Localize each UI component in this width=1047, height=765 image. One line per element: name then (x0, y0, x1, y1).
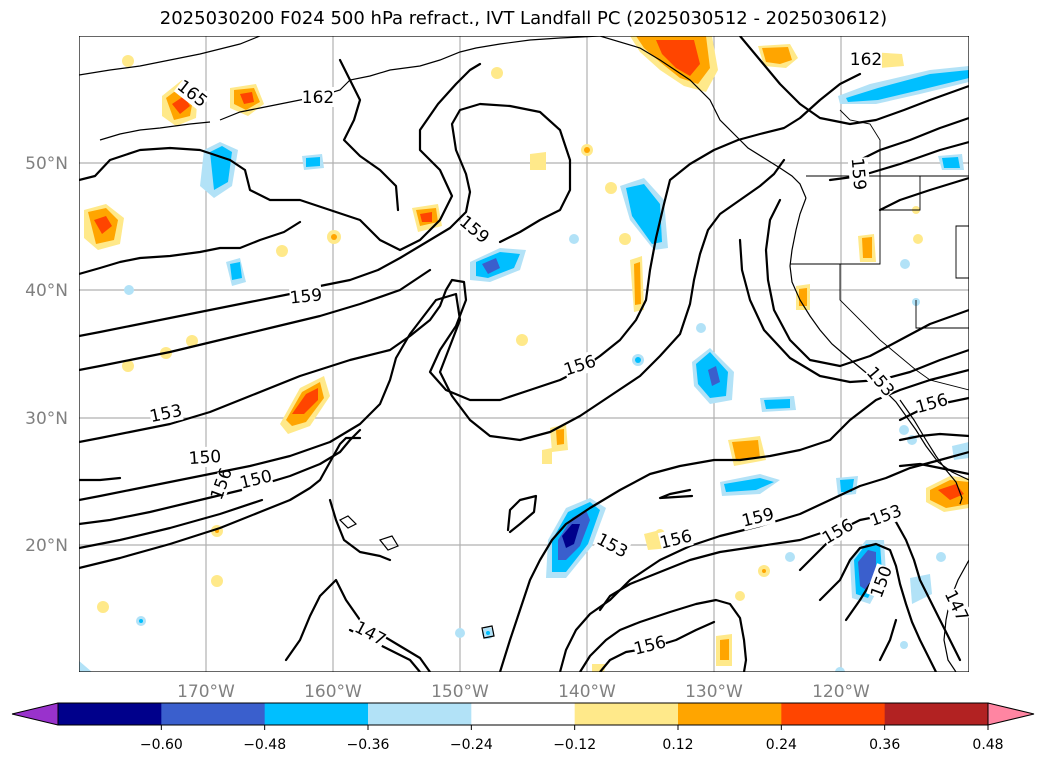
colorbar-tick-label: −0.24 (450, 737, 493, 753)
colorbar-tick-label: −0.12 (553, 737, 596, 753)
contour-label: 153 (148, 401, 184, 427)
longitude-axis: 170°W 160°W 150°W 140°W 130°W 120°W (177, 682, 870, 702)
borders (790, 109, 969, 391)
lon-label: 150°W (431, 682, 489, 702)
colorbar-outline (11, 702, 1035, 726)
contour-label: 150 (238, 466, 274, 493)
contour-label: 150 (188, 447, 222, 469)
colorbar-extend-high (988, 703, 1034, 725)
ivt-shading (79, 36, 969, 672)
contour-label: 159 (740, 504, 776, 531)
colorbar-tick-label: −0.48 (243, 737, 286, 753)
colorbar-tick-label: −0.60 (140, 737, 183, 753)
map-title: 2025030200 F024 500 hPa refract., IVT La… (159, 8, 888, 29)
lon-label: 140°W (558, 682, 616, 702)
colorbar: −0.60 −0.48 −0.36 −0.24 −0.12 0.12 0.24 0.36 0.4… (11, 702, 1035, 753)
colorbar-frame (57, 702, 989, 726)
colorbar-swatch (368, 703, 472, 725)
contour-label: 159 (289, 285, 323, 308)
colorbar-tick-label: 0.12 (662, 737, 693, 753)
map-frame (79, 36, 969, 672)
contour-label: 159 (847, 157, 870, 191)
colorbar-swatch (264, 703, 369, 725)
colorbar-swatch (58, 703, 162, 725)
contour-label: 153 (593, 530, 631, 563)
lon-label: 130°W (685, 682, 743, 702)
lat-label: 40°N (25, 281, 68, 301)
coastlines (79, 36, 969, 672)
contour-label: 156 (561, 351, 598, 380)
colorbar-tick-label: 0.24 (766, 737, 797, 753)
contour-label: 156 (914, 390, 951, 418)
latitude-axis: 50°N 40°N 30°N 20°N (25, 154, 68, 556)
contour-label: 156 (632, 632, 668, 659)
refractivity-contours (79, 36, 969, 672)
lat-label: 30°N (25, 409, 68, 429)
colorbar-tick-label: −0.36 (347, 737, 390, 753)
colorbar-swatch (884, 703, 989, 725)
contour-label: 156 (207, 465, 237, 502)
contour-label: 162 (850, 50, 882, 70)
colorbar-tick-label: 0.36 (869, 737, 900, 753)
contour-label: 156 (819, 515, 857, 549)
contour-label: 147 (940, 587, 972, 625)
graticule (79, 36, 969, 672)
colorbar-extend-low (12, 703, 58, 725)
colorbar-swatch (781, 703, 886, 725)
lon-label: 160°W (304, 682, 362, 702)
colorbar-tick-label: 0.48 (972, 737, 1003, 753)
colorbar-swatch (161, 703, 266, 725)
lat-label: 50°N (25, 154, 68, 174)
contour-label: 162 (302, 88, 334, 108)
contour-label: 153 (862, 363, 898, 401)
lon-label: 170°W (177, 682, 235, 702)
colorbar-swatch (678, 703, 782, 725)
map-body (79, 36, 969, 672)
colorbar-swatch (471, 703, 576, 725)
colorbar-swatch (574, 703, 679, 725)
lat-label: 20°N (25, 536, 68, 556)
lon-label: 120°W (812, 682, 870, 702)
